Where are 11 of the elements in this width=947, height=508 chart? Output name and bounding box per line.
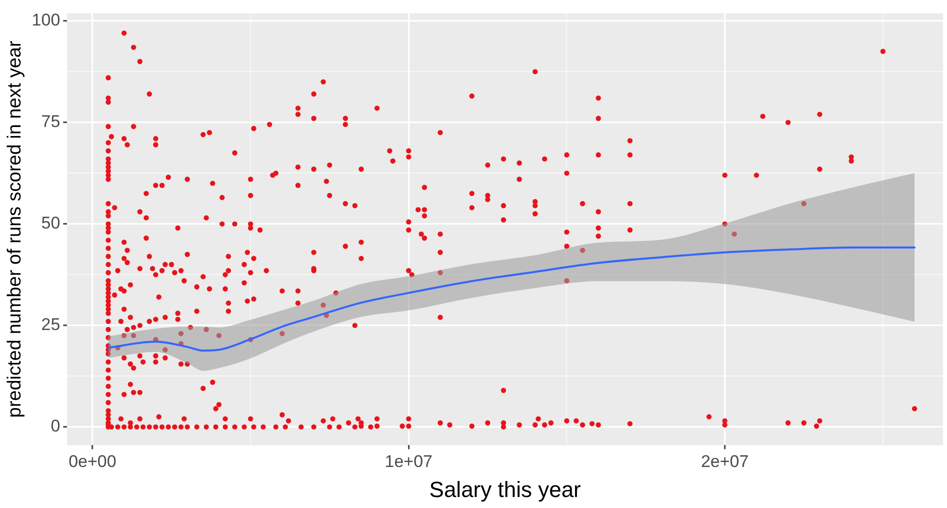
y-tick-label: 50	[41, 214, 60, 233]
y-tick-label: 75	[41, 112, 60, 132]
x-axis-title: Salary this year	[429, 476, 581, 502]
y-tick-label: 0	[50, 416, 60, 436]
y-tick-label: 100	[32, 10, 60, 30]
line-series	[107, 246, 916, 352]
x-tick-label: 2e+07	[700, 452, 749, 472]
x-tick-label: 0e+00	[68, 452, 116, 472]
y-tick-label: 25	[41, 315, 60, 334]
y-axis-title: predicted number of runs scored in next year	[4, 40, 26, 418]
x-tick-label: 1e+07	[384, 452, 433, 472]
